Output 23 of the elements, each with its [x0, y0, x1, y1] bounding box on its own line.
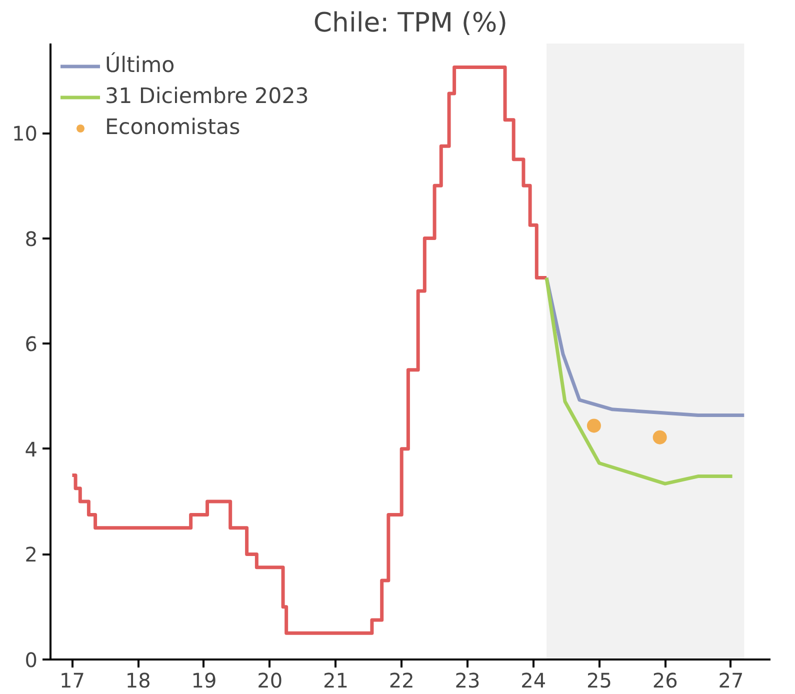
x-tick-label: 23	[454, 668, 480, 692]
x-tick-label: 17	[60, 668, 85, 692]
y-tick-label: 4	[24, 437, 38, 462]
x-tick-label: 18	[125, 668, 151, 692]
x-tick-label: 24	[520, 668, 546, 692]
legend-label: Último	[105, 53, 175, 78]
legend-label: Economistas	[105, 115, 240, 140]
x-tick-label: 25	[586, 668, 612, 692]
y-tick-label: 0	[24, 648, 38, 672]
chart-title: Chile: TPM (%)	[313, 8, 508, 38]
x-tick-label: 22	[388, 668, 414, 692]
x-tick-label: 19	[191, 668, 217, 692]
x-tick-label: 27	[718, 668, 744, 692]
y-tick-label: 8	[24, 226, 38, 251]
y-tick-label: 6	[24, 332, 38, 356]
x-tick-label: 20	[257, 668, 283, 692]
line-series	[544, 276, 734, 486]
y-tick-label: 2	[24, 542, 38, 567]
legend-label: 31 Diciembre 2023	[105, 84, 309, 109]
line-series	[544, 276, 746, 417]
y-tick-label: 10	[12, 122, 38, 146]
x-tick-label: 21	[323, 668, 348, 692]
x-tick-label: 26	[652, 668, 678, 692]
